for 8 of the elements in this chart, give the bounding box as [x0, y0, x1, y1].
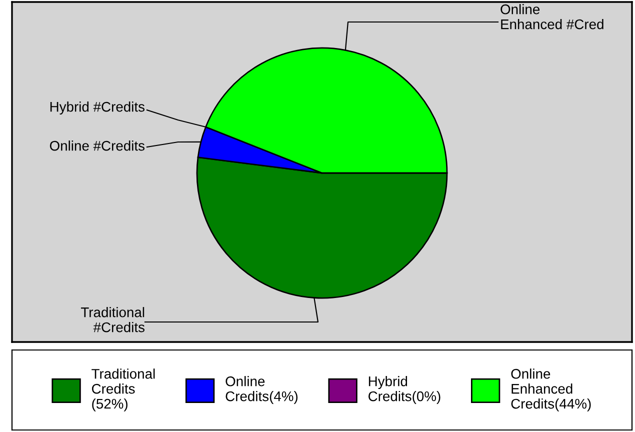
legend-label: Traditional Credits (52%)	[92, 368, 155, 412]
legend-label: Online Credits(4%)	[226, 376, 298, 404]
text: Hybrid #Credits	[50, 102, 145, 114]
text: Traditional #Credits	[80, 307, 144, 332]
legend-label: Hybrid Credits(0%)	[368, 376, 440, 404]
text: Online #Credits	[50, 140, 145, 151]
legend-label: Online Enhanced Credits(44%)	[511, 368, 591, 412]
text: Online Enhanced #Cred	[500, 4, 604, 30]
